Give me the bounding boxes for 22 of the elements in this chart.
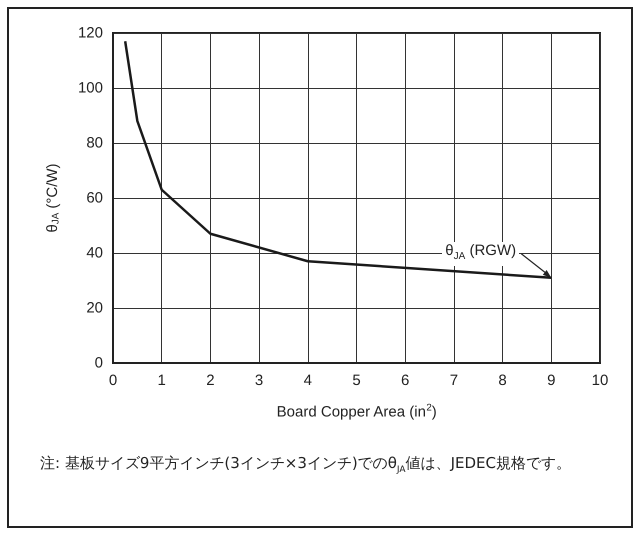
y-tick-label: 0	[94, 354, 103, 372]
y-tick-label: 60	[86, 190, 103, 206]
y-tick-label: 120	[78, 24, 103, 42]
x-tick-label: 4	[304, 372, 312, 389]
x-tick-label: 5	[352, 372, 361, 389]
x-tick-label: 3	[254, 372, 264, 389]
x-tick-label: 7	[450, 372, 458, 389]
line-series	[124, 40, 553, 279]
y-tick-label: 80	[86, 134, 103, 152]
x-tick-label: 2	[206, 372, 215, 389]
y-tick-label: 20	[86, 300, 103, 316]
x-tick-label: 9	[547, 372, 556, 389]
y-tick-label: 40	[86, 244, 103, 262]
y-axis-title: θJA (°C/W)	[44, 163, 62, 233]
x-tick-label: 1	[158, 372, 166, 389]
x-tick-label: 0	[108, 372, 118, 389]
y-tick-label: 100	[78, 80, 103, 96]
annotation: θ$_{JA}$ (RGW)	[442, 242, 520, 266]
x-tick-label: 8	[498, 372, 507, 389]
x-tick-label: 10	[592, 372, 608, 389]
x-tick-label: 6	[401, 372, 410, 389]
text: 注: 基板サイズ9平方インチ(3インチ×3インチ)でのθ$_{JA}$値は、JEDEC規格です。	[40, 453, 571, 477]
